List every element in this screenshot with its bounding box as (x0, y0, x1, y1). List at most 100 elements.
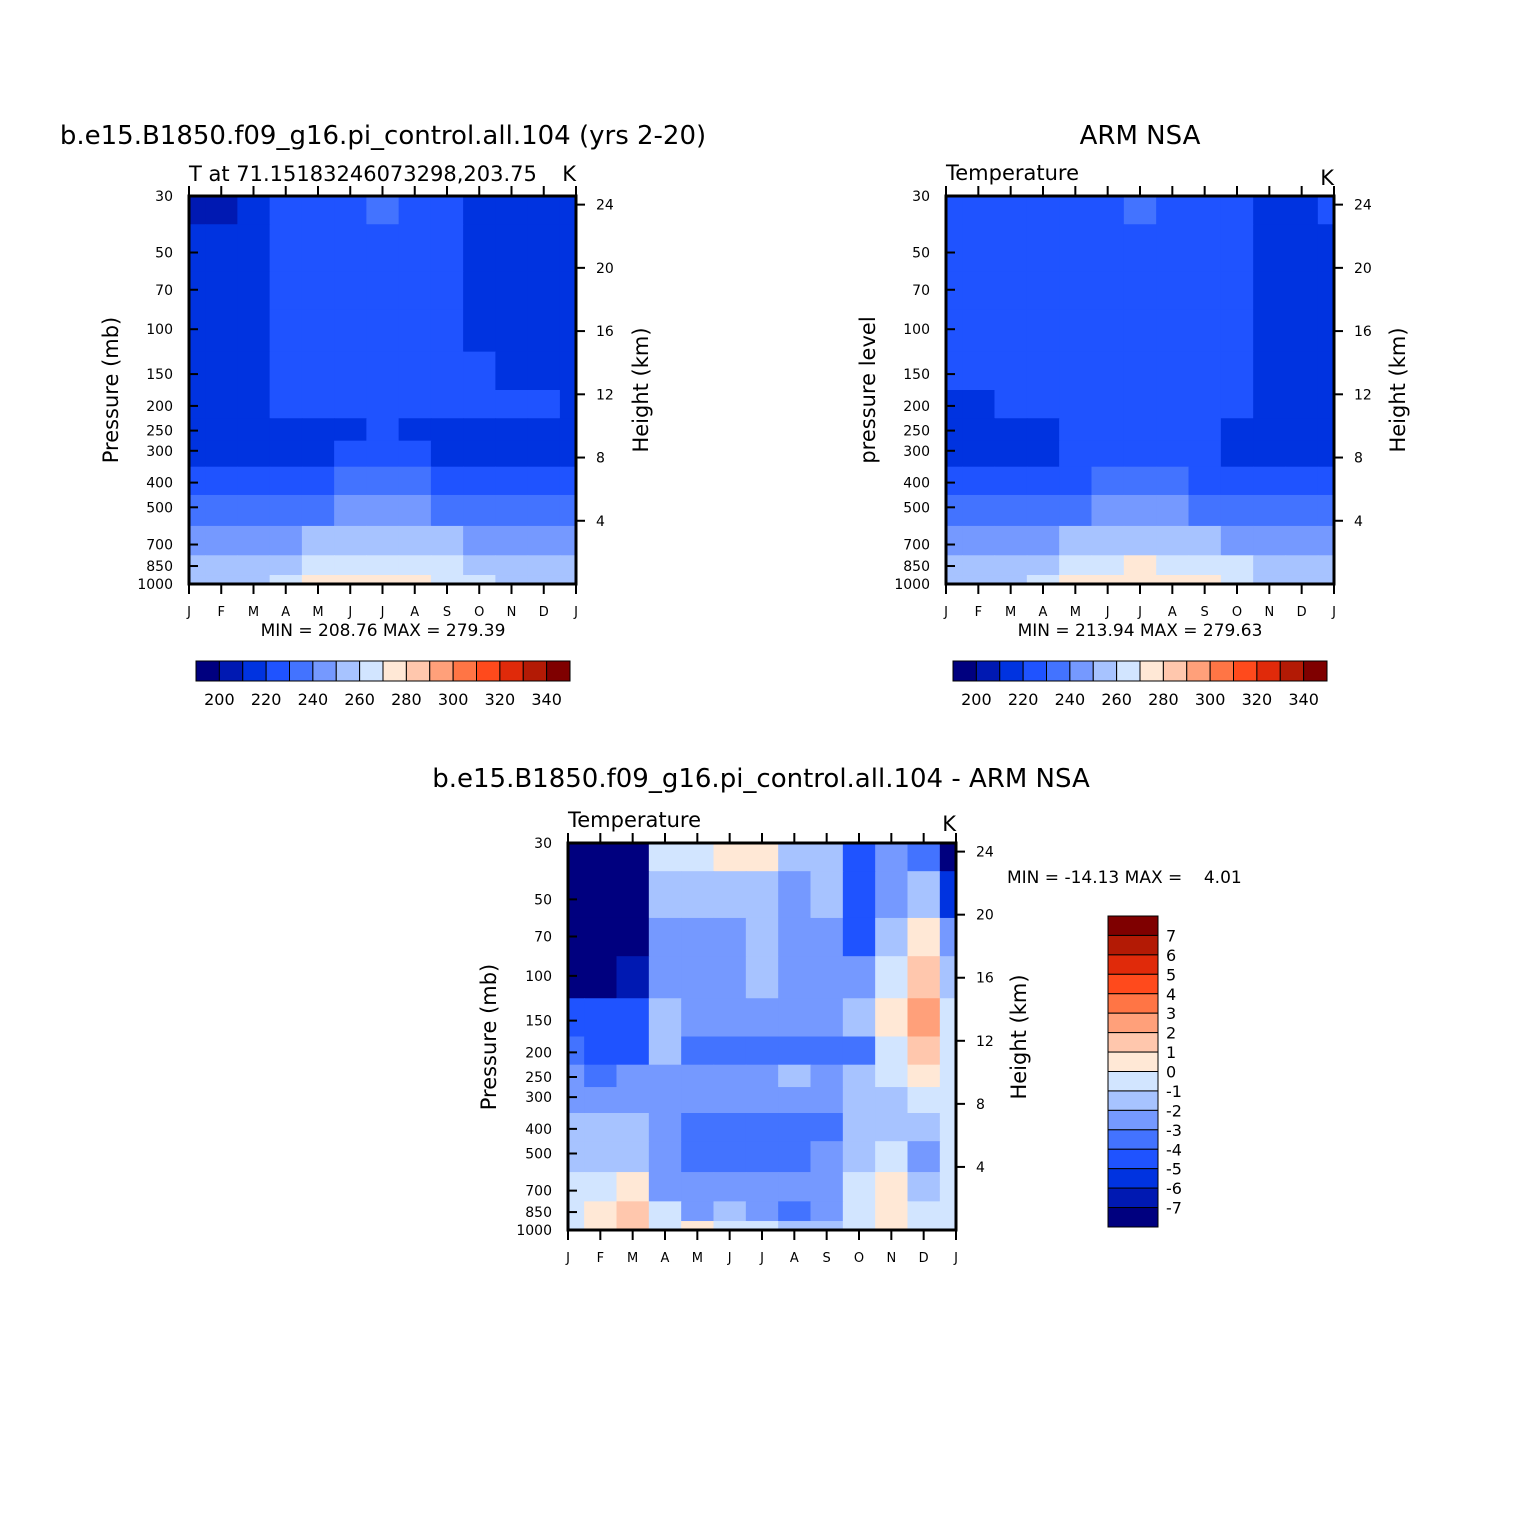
contour-cell (1156, 466, 1190, 496)
contour-cell (962, 390, 996, 419)
contour-cell (810, 1141, 844, 1173)
contour-cell (527, 494, 561, 527)
contour-cell (1220, 351, 1254, 391)
colorbar-tick-label: -1 (1166, 1082, 1182, 1101)
contour-cell (495, 494, 529, 527)
pressure-tick-label: 850 (525, 1205, 552, 1221)
contour-cell (366, 466, 400, 496)
colorbar-box (1209, 660, 1235, 682)
contour-cell (366, 494, 400, 527)
colorbar-box (429, 660, 454, 682)
colorbar-box (382, 660, 407, 682)
contour-cell (366, 351, 400, 391)
contour-cell (334, 440, 367, 468)
contour-cell (1317, 271, 1335, 311)
contour-cell (495, 575, 529, 585)
contour-cell (463, 555, 496, 576)
contour-cell (994, 390, 1028, 419)
pressure-tick-label: 150 (146, 367, 173, 383)
height-tick-label: 4 (596, 514, 605, 530)
colorbar-tick-label: 320 (485, 690, 516, 709)
month-tick-label: F (218, 605, 225, 620)
contour-cell (584, 998, 618, 1038)
contour-field (189, 196, 577, 585)
contour-cell (269, 196, 303, 225)
colorbar-labels: 200 220 240 260 280 300 320 340 (204, 690, 562, 709)
month-tick-label: N (886, 1251, 896, 1266)
height-tick-label: 24 (976, 845, 994, 861)
contour-cell (1317, 418, 1335, 442)
colorbar-box (1107, 1148, 1159, 1170)
height-tick-label: 8 (596, 451, 605, 467)
colorbar-box (218, 660, 244, 682)
contour-cell (745, 1113, 779, 1142)
contour-cell (1026, 440, 1060, 468)
contour-cell (778, 1064, 812, 1088)
contour-cell (1156, 390, 1190, 419)
contour-cell (334, 575, 367, 585)
contour-cell (778, 871, 812, 919)
contour-cell (527, 271, 561, 311)
contour-cell (1253, 575, 1287, 585)
contour-cell (939, 1201, 957, 1222)
contour-cell (1091, 271, 1125, 311)
contour-cell (559, 555, 577, 576)
contour-cell (237, 466, 271, 496)
contour-cell (237, 418, 271, 442)
contour-cell (962, 224, 996, 272)
height-tick-label: 24 (1354, 198, 1372, 214)
contour-cell (946, 390, 963, 419)
height-tick-label: 20 (1354, 261, 1372, 277)
contour-cell (189, 390, 206, 419)
colorbar-box (522, 660, 548, 682)
contour-cell (1285, 271, 1319, 311)
contour-cell (237, 224, 271, 272)
contour-cell (946, 196, 963, 225)
month-tick-label: O (854, 1251, 864, 1266)
contour-cell (463, 271, 496, 311)
contour-cell (237, 390, 271, 419)
contour-cell (1220, 494, 1254, 527)
colorbar-box (1107, 1051, 1159, 1073)
contour-cell (568, 843, 585, 872)
contour-cell (1220, 466, 1254, 496)
contour-cell (584, 956, 618, 999)
colorbar-box (999, 660, 1024, 682)
contour-cell (1123, 575, 1157, 585)
colorbar-tick-label: 7 (1166, 926, 1176, 945)
contour-cell (681, 843, 715, 872)
contour-cell (334, 390, 367, 419)
pressure-tick-label: 200 (903, 399, 930, 415)
contour-cell (366, 575, 400, 585)
contour-cell (1026, 271, 1060, 311)
contour-cell (1156, 309, 1190, 353)
contour-cell (430, 351, 464, 391)
height-tick-label: 16 (1354, 324, 1372, 340)
contour-cell (398, 494, 432, 527)
colorbar-tick-label: 1 (1166, 1043, 1176, 1062)
contour-cell (237, 271, 271, 311)
pressure-tick-label: 850 (146, 559, 173, 575)
contour-cell (189, 224, 206, 272)
contour-cell (495, 351, 529, 391)
contour-cell (875, 1113, 909, 1142)
contour-cell (1253, 196, 1287, 225)
colorbar-box (1139, 660, 1164, 682)
contour-cell (237, 494, 271, 527)
pressure-axis: 30 50 70 100 150 200 250 300 400 500 700 850 1000 (516, 836, 577, 1239)
contour-cell (681, 998, 715, 1038)
colorbar-box (1046, 660, 1071, 682)
contour-cell (189, 440, 206, 468)
contour-cell (1026, 418, 1060, 442)
month-tick-label: J (1137, 605, 1142, 620)
contour-cell (1220, 575, 1254, 585)
contour-cell (713, 843, 747, 872)
contour-cell (939, 956, 957, 999)
contour-cell (495, 525, 529, 556)
contour-cell (269, 466, 303, 496)
colorbar-tick-label: 200 (961, 690, 992, 709)
contour-cell (1091, 351, 1125, 391)
contour-cell (463, 418, 496, 442)
contour-cell (1317, 555, 1335, 576)
colorbar-box (405, 660, 431, 682)
